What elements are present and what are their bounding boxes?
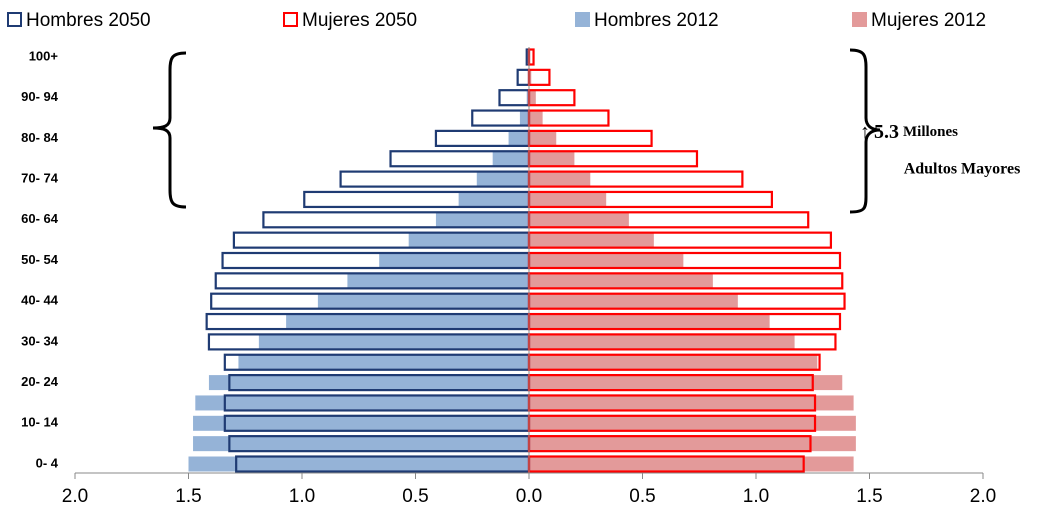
bar <box>498 89 531 107</box>
bar <box>435 212 529 228</box>
legend-label: Mujeres 2050 <box>302 10 417 31</box>
bar <box>508 130 529 146</box>
legend-swatch <box>852 12 867 27</box>
x-tick-label: 0.0 <box>516 486 542 507</box>
y-tick-label: 100+ <box>29 48 59 63</box>
bar <box>527 48 535 66</box>
x-tick-label: 1.0 <box>289 486 315 507</box>
bar <box>529 415 856 431</box>
legend-swatch <box>7 12 22 27</box>
annotation-line2: Adultos Mayores <box>904 161 1021 178</box>
bar <box>408 232 529 248</box>
bar <box>458 191 529 207</box>
bar <box>317 293 529 309</box>
bar <box>286 314 529 330</box>
y-tick-label: 50- 54 <box>21 252 59 267</box>
bar <box>476 171 529 187</box>
y-tick-label: 80- 84 <box>21 130 59 145</box>
y-tick-label: 0- 4 <box>36 455 59 470</box>
y-tick-label: 60- 64 <box>21 211 59 226</box>
y-tick-label: 70- 74 <box>21 171 59 186</box>
bar <box>193 436 530 452</box>
x-tick-label: 0.5 <box>629 486 655 507</box>
legend-label: Hombres 2050 <box>26 10 151 31</box>
bar <box>208 375 529 391</box>
y-tick-label: 30- 34 <box>21 333 59 348</box>
bar <box>529 90 536 106</box>
bar <box>529 334 795 350</box>
annotation: ↑ 5.3 Millones <box>860 121 958 143</box>
x-tick-label: 0.5 <box>402 486 428 507</box>
x-tick-label: 1.5 <box>856 486 882 507</box>
bar <box>492 151 529 167</box>
x-tick-label: 1.5 <box>175 486 201 507</box>
bar <box>529 273 713 289</box>
bar <box>529 293 738 309</box>
bar <box>526 90 529 106</box>
bar <box>529 69 532 85</box>
bar <box>195 395 529 411</box>
bar <box>529 354 818 370</box>
annotation-unit: Millones <box>903 124 958 140</box>
x-tick-label: 2.0 <box>62 486 88 507</box>
y-tick-label: 20- 24 <box>21 374 59 389</box>
bar <box>529 456 854 472</box>
annotation-arrow: ↑ <box>860 121 870 143</box>
bar <box>347 273 529 289</box>
bar <box>529 171 591 187</box>
bar <box>529 191 607 207</box>
bar <box>238 354 529 370</box>
y-tick-label: 40- 44 <box>21 293 59 308</box>
bar <box>516 68 531 86</box>
bar <box>527 68 551 86</box>
bar <box>529 436 856 452</box>
bar <box>188 456 529 472</box>
bar <box>529 253 684 268</box>
left-brace <box>152 51 187 209</box>
bar <box>519 110 529 126</box>
right-brace <box>849 48 881 214</box>
legend-swatch <box>283 12 298 27</box>
bar <box>529 375 843 391</box>
legend-label: Hombres 2012 <box>594 10 719 31</box>
bar <box>193 415 530 431</box>
x-tick-label: 1.0 <box>743 486 769 507</box>
legend-label: Mujeres 2012 <box>871 10 986 31</box>
y-tick-label: 10- 14 <box>21 415 59 430</box>
bar <box>529 232 654 248</box>
bar <box>529 130 557 146</box>
y-tick-label: 90- 94 <box>21 89 59 104</box>
bar <box>529 395 854 411</box>
bar <box>529 314 770 330</box>
bar <box>379 253 529 268</box>
annotation-number: 5.3 <box>874 121 899 143</box>
x-tick-label: 2.0 <box>970 486 996 507</box>
legend-swatch <box>575 12 590 27</box>
bar <box>529 110 543 126</box>
bar <box>529 151 575 167</box>
bar <box>258 334 529 350</box>
bar <box>529 212 629 228</box>
